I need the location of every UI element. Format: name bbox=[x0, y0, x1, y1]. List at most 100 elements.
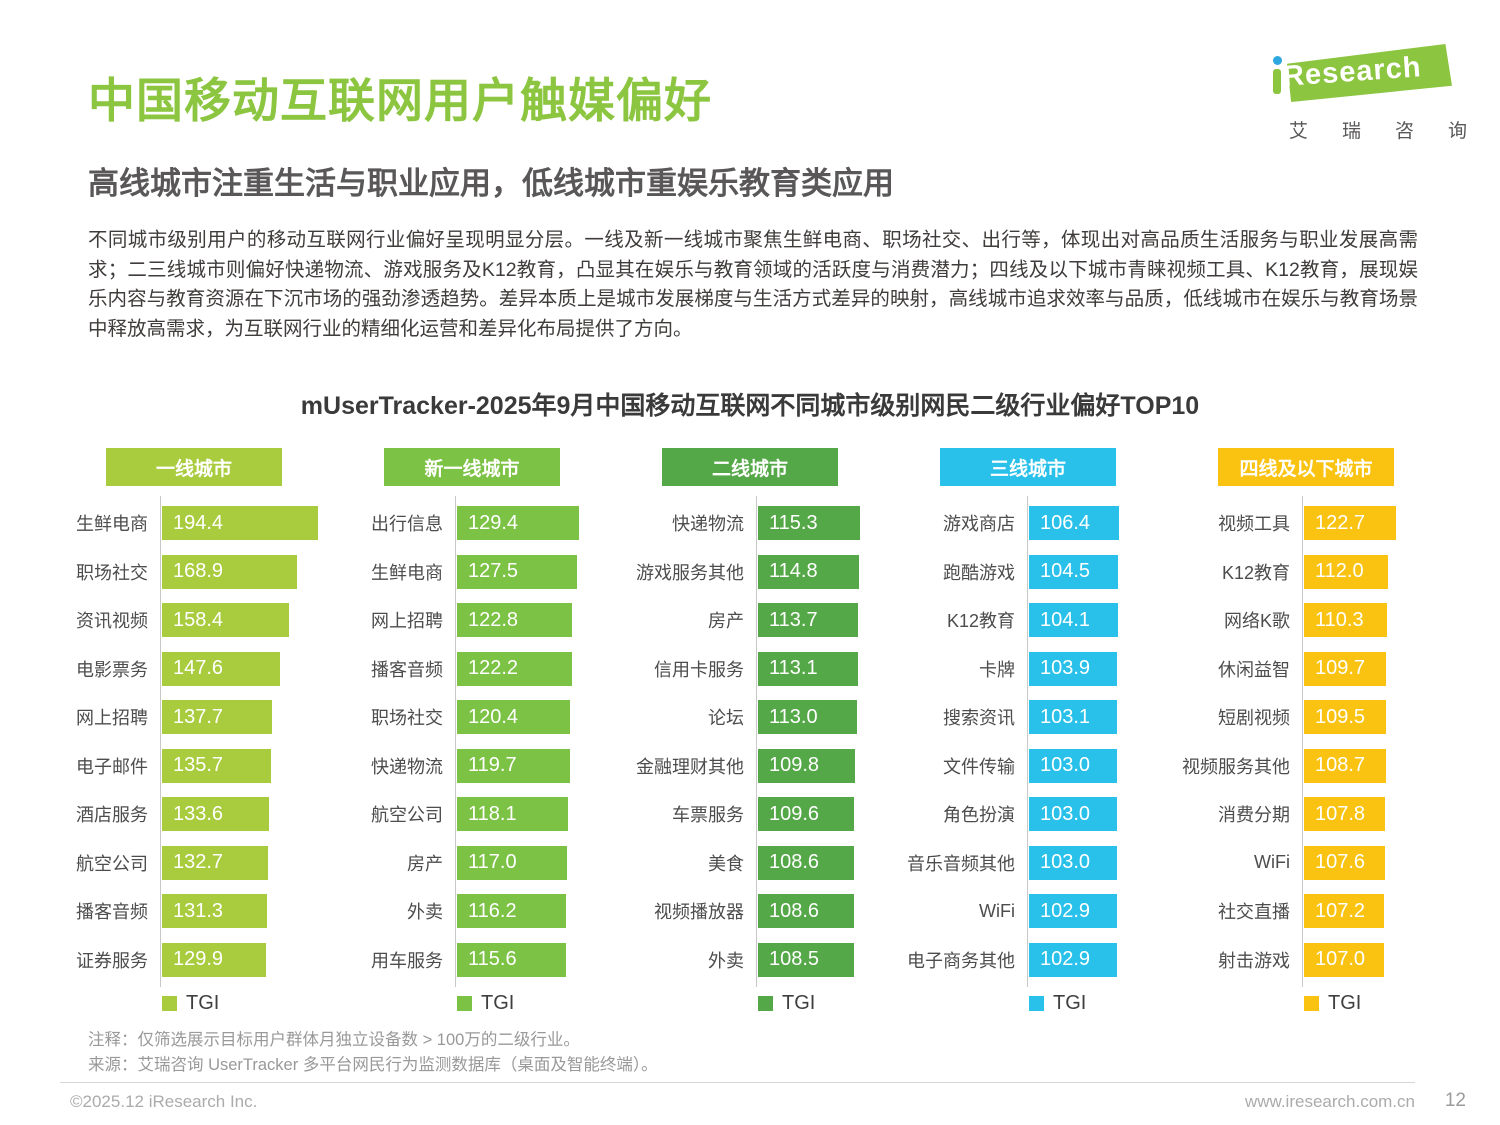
row-label: 用车服务 bbox=[371, 950, 443, 971]
row-label: 视频服务其他 bbox=[1182, 756, 1290, 777]
tgi-legend: TGI bbox=[1029, 992, 1167, 1015]
row-label: 网上招聘 bbox=[76, 708, 148, 729]
chart-row: 文件传输 103.0 bbox=[889, 742, 1167, 791]
row-label: WiFi bbox=[979, 900, 1015, 921]
tgi-bar: 127.5 bbox=[457, 554, 577, 589]
bar-value: 113.0 bbox=[769, 705, 818, 728]
row-label: 外卖 bbox=[407, 902, 443, 923]
chart-row: 职场社交 120.4 bbox=[333, 693, 611, 742]
row-label: 航空公司 bbox=[76, 853, 148, 874]
tgi-bar: 113.7 bbox=[758, 603, 859, 638]
bar-value: 135.7 bbox=[173, 754, 224, 777]
row-label: 射击游戏 bbox=[1218, 950, 1290, 971]
chart-row: 美食 108.6 bbox=[611, 839, 889, 888]
tgi-bar: 108.6 bbox=[758, 894, 854, 929]
tgi-bar: 133.6 bbox=[162, 797, 269, 832]
footer-copyright: ©2025.12 iResearch Inc. bbox=[70, 1092, 258, 1111]
chart-row: 游戏商店 106.4 bbox=[889, 499, 1167, 548]
bar-value: 109.5 bbox=[1315, 705, 1366, 728]
chart-row: 短剧视频 109.5 bbox=[1167, 693, 1445, 742]
city-tier-column: 四线及以下城市 视频工具 122.7 K12教育 112.0 网络K歌 110.3 休闲益智 1… bbox=[1167, 448, 1445, 1015]
tgi-bar: 109.8 bbox=[758, 748, 855, 783]
row-label: K12教育 bbox=[946, 611, 1015, 632]
column-header: 新一线城市 bbox=[384, 448, 560, 486]
tgi-bar: 103.0 bbox=[1029, 748, 1117, 783]
tgi-bar: 168.9 bbox=[162, 554, 298, 589]
column-header: 四线及以下城市 bbox=[1218, 448, 1394, 486]
legend-label: TGI bbox=[481, 992, 515, 1014]
column-rows: 生鲜电商 194.4 职场社交 168.9 资讯视频 158.4 电影票务 147.6 网上招聘… bbox=[55, 496, 333, 987]
tgi-legend: TGI bbox=[457, 992, 611, 1015]
page-title: 中国移动互联网用户触媒偏好 bbox=[88, 74, 712, 127]
chart-row: 出行信息 129.4 bbox=[333, 499, 611, 548]
legend-swatch bbox=[162, 996, 177, 1011]
chart-row: 论坛 113.0 bbox=[611, 693, 889, 742]
tgi-legend: TGI bbox=[758, 992, 889, 1015]
chart-row: 车票服务 109.6 bbox=[611, 790, 889, 839]
chart: 一线城市 生鲜电商 194.4 职场社交 168.9 资讯视频 158.4 电影票务 147.6… bbox=[55, 448, 1445, 1028]
chart-row: 休闲益智 109.7 bbox=[1167, 645, 1445, 694]
bar-value: 107.8 bbox=[1315, 802, 1366, 825]
city-tier-column: 新一线城市 出行信息 129.4 生鲜电商 127.5 网上招聘 122.8 播客音频 122.… bbox=[333, 448, 611, 1015]
column-rows: 出行信息 129.4 生鲜电商 127.5 网上招聘 122.8 播客音频 122.2 职场社交… bbox=[333, 496, 611, 987]
tgi-bar: 108.5 bbox=[758, 942, 854, 977]
axis-line bbox=[1302, 496, 1303, 987]
legend-swatch bbox=[1304, 996, 1319, 1011]
row-label: 快递物流 bbox=[672, 514, 744, 535]
chart-row: 视频播放器 108.6 bbox=[611, 887, 889, 936]
row-label: 快递物流 bbox=[371, 756, 443, 777]
chart-title: mUserTracker-2025年9月中国移动互联网不同城市级别网民二级行业偏… bbox=[300, 392, 1200, 420]
tgi-bar: 106.4 bbox=[1029, 506, 1120, 541]
chart-row: WiFi 102.9 bbox=[889, 887, 1167, 936]
bar-value: 102.9 bbox=[1040, 899, 1091, 922]
bar-value: 107.6 bbox=[1315, 851, 1366, 874]
row-label: 电子邮件 bbox=[76, 756, 148, 777]
tgi-bar: 122.7 bbox=[1304, 506, 1396, 541]
chart-columns: 一线城市 生鲜电商 194.4 职场社交 168.9 资讯视频 158.4 电影票务 147.6… bbox=[55, 448, 1445, 1015]
chart-row: 视频服务其他 108.7 bbox=[1167, 742, 1445, 791]
row-label: 信用卡服务 bbox=[654, 659, 744, 680]
legend-swatch bbox=[758, 996, 773, 1011]
tgi-bar: 102.9 bbox=[1029, 942, 1117, 977]
tgi-bar: 120.4 bbox=[457, 700, 571, 735]
logo-i-dot bbox=[1273, 56, 1282, 65]
footer-rule bbox=[60, 1082, 1415, 1083]
tgi-bar: 129.4 bbox=[457, 506, 579, 541]
tgi-bar: 122.2 bbox=[457, 651, 572, 686]
bar-value: 119.7 bbox=[468, 754, 517, 777]
row-label: 音乐音频其他 bbox=[907, 853, 1015, 874]
bar-value: 137.7 bbox=[173, 705, 224, 728]
chart-row: 酒店服务 133.6 bbox=[55, 790, 333, 839]
axis-line bbox=[455, 496, 456, 987]
legend-label: TGI bbox=[186, 992, 220, 1014]
bar-value: 116.2 bbox=[468, 899, 517, 922]
row-label: 播客音频 bbox=[371, 659, 443, 680]
chart-row: 快递物流 119.7 bbox=[333, 742, 611, 791]
bar-value: 115.3 bbox=[769, 511, 818, 534]
bar-value: 117.0 bbox=[468, 851, 517, 874]
chart-row: 游戏服务其他 114.8 bbox=[611, 548, 889, 597]
tgi-bar: 137.7 bbox=[162, 700, 273, 735]
chart-row: 射击游戏 107.0 bbox=[1167, 936, 1445, 985]
tgi-bar: 118.1 bbox=[457, 797, 568, 832]
chart-row: 生鲜电商 194.4 bbox=[55, 499, 333, 548]
tgi-bar: 158.4 bbox=[162, 603, 289, 638]
row-label: 休闲益智 bbox=[1218, 659, 1290, 680]
row-label: 资讯视频 bbox=[76, 611, 148, 632]
logo-i-glyph bbox=[1273, 56, 1282, 94]
bar-value: 133.6 bbox=[173, 802, 224, 825]
tgi-legend: TGI bbox=[162, 992, 333, 1015]
chart-row: 视频工具 122.7 bbox=[1167, 499, 1445, 548]
row-label: 航空公司 bbox=[371, 805, 443, 826]
tgi-bar: 104.1 bbox=[1029, 603, 1118, 638]
tgi-bar: 132.7 bbox=[162, 845, 269, 880]
bar-value: 109.8 bbox=[769, 754, 820, 777]
bar-value: 112.0 bbox=[1315, 560, 1364, 583]
chart-notes: 注释：仅筛选展示目标用户群体月独立设备数 > 100万的二级行业。 来源：艾瑞咨… bbox=[88, 1028, 658, 1078]
row-label: WiFi bbox=[1254, 852, 1290, 873]
logo-mark: Research bbox=[1267, 40, 1452, 106]
footer-website: www.iresearch.com.cn bbox=[1244, 1092, 1415, 1111]
chart-row: 航空公司 118.1 bbox=[333, 790, 611, 839]
column-header: 三线城市 bbox=[940, 448, 1116, 486]
row-label: 网络K歌 bbox=[1223, 611, 1290, 632]
